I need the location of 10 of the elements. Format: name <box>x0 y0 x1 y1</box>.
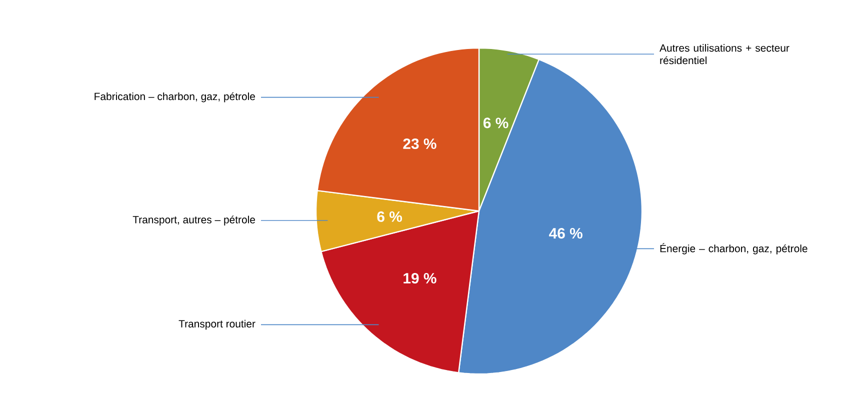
slice-label: Fabrication – charbon, gaz, pétrole <box>94 92 255 102</box>
data-label: 23 % <box>403 138 436 150</box>
slice-label: Énergie – charbon, gaz, pétrole <box>660 243 808 254</box>
data-label: 6 % <box>483 118 508 128</box>
data-label: 6 % <box>377 211 402 222</box>
data-label: 19 % <box>404 272 436 284</box>
slice-label: Transport routier <box>178 320 256 330</box>
slice-label: Transport, autres – pétrole <box>132 216 255 226</box>
data-label: 46 % <box>549 228 582 239</box>
slice-label: Autres utilisations + secteur résidentiel <box>660 44 790 64</box>
